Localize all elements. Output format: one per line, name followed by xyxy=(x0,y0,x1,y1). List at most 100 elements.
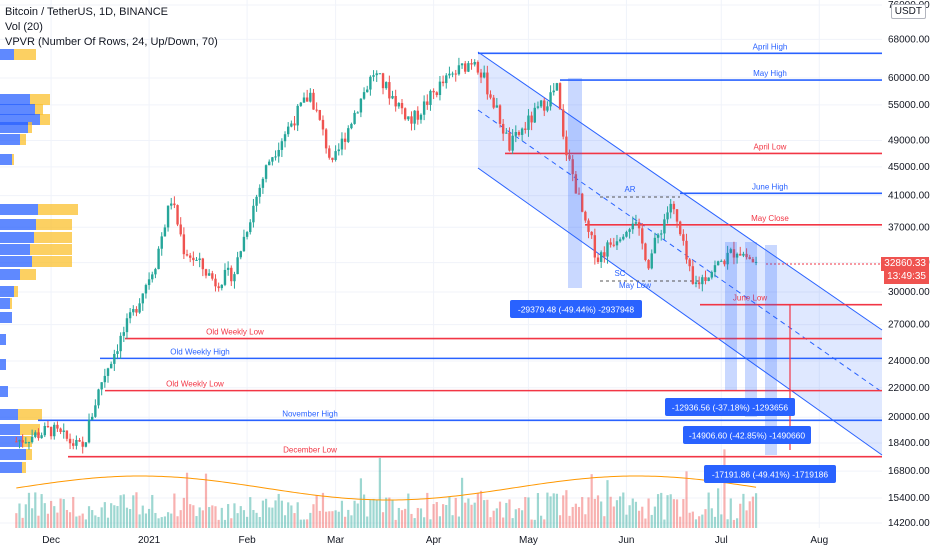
vpvr-up-bar xyxy=(0,256,32,267)
candle-body xyxy=(426,101,429,105)
volume-bar xyxy=(236,513,239,528)
candle-body xyxy=(290,123,293,127)
candle-body xyxy=(593,235,597,258)
level-label: Old Weekly High xyxy=(170,347,229,356)
volume-bar xyxy=(94,515,97,528)
volume-bar xyxy=(170,513,173,528)
candle-body xyxy=(283,134,287,142)
volume-bar xyxy=(701,514,704,528)
volume-bar xyxy=(154,512,157,528)
volume-bar xyxy=(527,497,530,528)
volume-bar xyxy=(438,516,442,528)
vpvr-down-bar xyxy=(32,256,72,267)
candle-body xyxy=(549,92,552,107)
volume-bar xyxy=(271,507,274,528)
volume-bar xyxy=(347,509,350,528)
symbol-title[interactable]: Bitcoin / TetherUS, 1D, BINANCE xyxy=(5,6,169,18)
candle-body xyxy=(596,257,600,262)
vpvr-up-bar xyxy=(0,104,35,115)
chart-annotation: AR xyxy=(624,185,635,194)
volume-bar xyxy=(710,508,713,528)
time-tick-label: May xyxy=(519,535,538,546)
volume-bar xyxy=(505,502,508,528)
volume-bar xyxy=(619,496,622,528)
volume-bar xyxy=(584,514,587,528)
volume-bar xyxy=(75,516,78,528)
volume-bar xyxy=(290,505,293,528)
candle-body xyxy=(514,132,518,136)
price-tick-label: 27000.00 xyxy=(888,320,930,331)
vpvr-up-bar xyxy=(0,244,30,255)
candle-body xyxy=(125,318,129,333)
volume-bar xyxy=(410,513,413,528)
volume-bar xyxy=(508,499,511,528)
candle-body xyxy=(343,138,347,142)
measure-label: -29379.48 (-49.44%) -2937948 xyxy=(518,305,635,315)
candle-body xyxy=(37,432,40,439)
candle-body xyxy=(558,83,562,110)
vpvr-up-bar xyxy=(0,204,38,215)
volume-bar xyxy=(489,517,492,528)
volume-bar xyxy=(713,516,717,528)
volume-bar xyxy=(656,494,660,528)
vpvr-down-bar xyxy=(14,286,18,297)
candle-body xyxy=(328,148,331,158)
candle-body xyxy=(271,157,274,162)
volume-bar xyxy=(511,518,514,528)
volume-bar xyxy=(742,493,745,528)
price-tick-label: 16800.00 xyxy=(888,466,930,477)
volume-bar xyxy=(675,499,679,528)
candle-body xyxy=(182,234,186,255)
candle-body xyxy=(18,440,21,442)
measurement-tools[interactable]: -29379.48 (-49.44%) -2937948 -12936.56 (-… xyxy=(510,78,836,483)
candle-body xyxy=(305,97,309,102)
currency-label[interactable]: USDT xyxy=(890,4,926,19)
volume-bar xyxy=(56,512,59,528)
candle-body xyxy=(720,260,723,262)
volume-bar xyxy=(220,507,223,528)
candle-body xyxy=(185,254,189,256)
candle-body xyxy=(492,97,495,108)
level-label: May Close xyxy=(751,214,789,223)
vpvr-indicator-title[interactable]: VPVR (Number Of Rows, 24, Up/Down, 70) xyxy=(5,36,218,48)
candle-body xyxy=(239,251,242,258)
volume-bar xyxy=(201,510,204,528)
candle-body xyxy=(723,260,726,265)
volume-bar xyxy=(68,512,72,528)
volume-bar xyxy=(606,480,609,528)
volume-indicator-title[interactable]: Vol (20) xyxy=(5,21,43,33)
volume-bar xyxy=(299,519,302,528)
candle-body xyxy=(157,248,160,270)
candle-body xyxy=(691,266,695,284)
candle-body xyxy=(211,273,214,279)
volume-bar xyxy=(669,494,672,528)
vpvr-up-bar xyxy=(0,462,22,473)
time-axis[interactable]: Dec 2021 Feb Mar Apr May Jun Jul Aug xyxy=(42,535,828,546)
candle-body xyxy=(587,220,590,232)
volume-bar xyxy=(321,492,325,528)
candle-body xyxy=(441,81,445,84)
volume-bar xyxy=(596,495,600,528)
candle-body xyxy=(242,236,246,252)
channel-upper-line[interactable] xyxy=(477,51,883,331)
candle-body xyxy=(751,258,755,263)
volume-bar xyxy=(87,506,91,528)
candle-body xyxy=(264,165,268,179)
candle-body xyxy=(122,332,126,336)
candle-body xyxy=(15,441,18,443)
candle-body xyxy=(356,112,359,114)
volume-bar xyxy=(745,510,748,528)
candle-body xyxy=(49,426,53,437)
candle-body xyxy=(68,438,72,444)
candle-body xyxy=(337,149,340,152)
volume-bar xyxy=(726,519,729,528)
candle-body xyxy=(470,63,473,65)
volume-bar xyxy=(242,510,246,528)
vpvr-down-bar xyxy=(38,204,78,215)
candle-body xyxy=(350,123,353,129)
channel-lower-line[interactable] xyxy=(477,167,883,456)
volume-bar xyxy=(53,506,56,528)
horizontal-levels[interactable]: April High May High April Low June High May … xyxy=(38,42,882,458)
volume-bar xyxy=(27,492,31,528)
